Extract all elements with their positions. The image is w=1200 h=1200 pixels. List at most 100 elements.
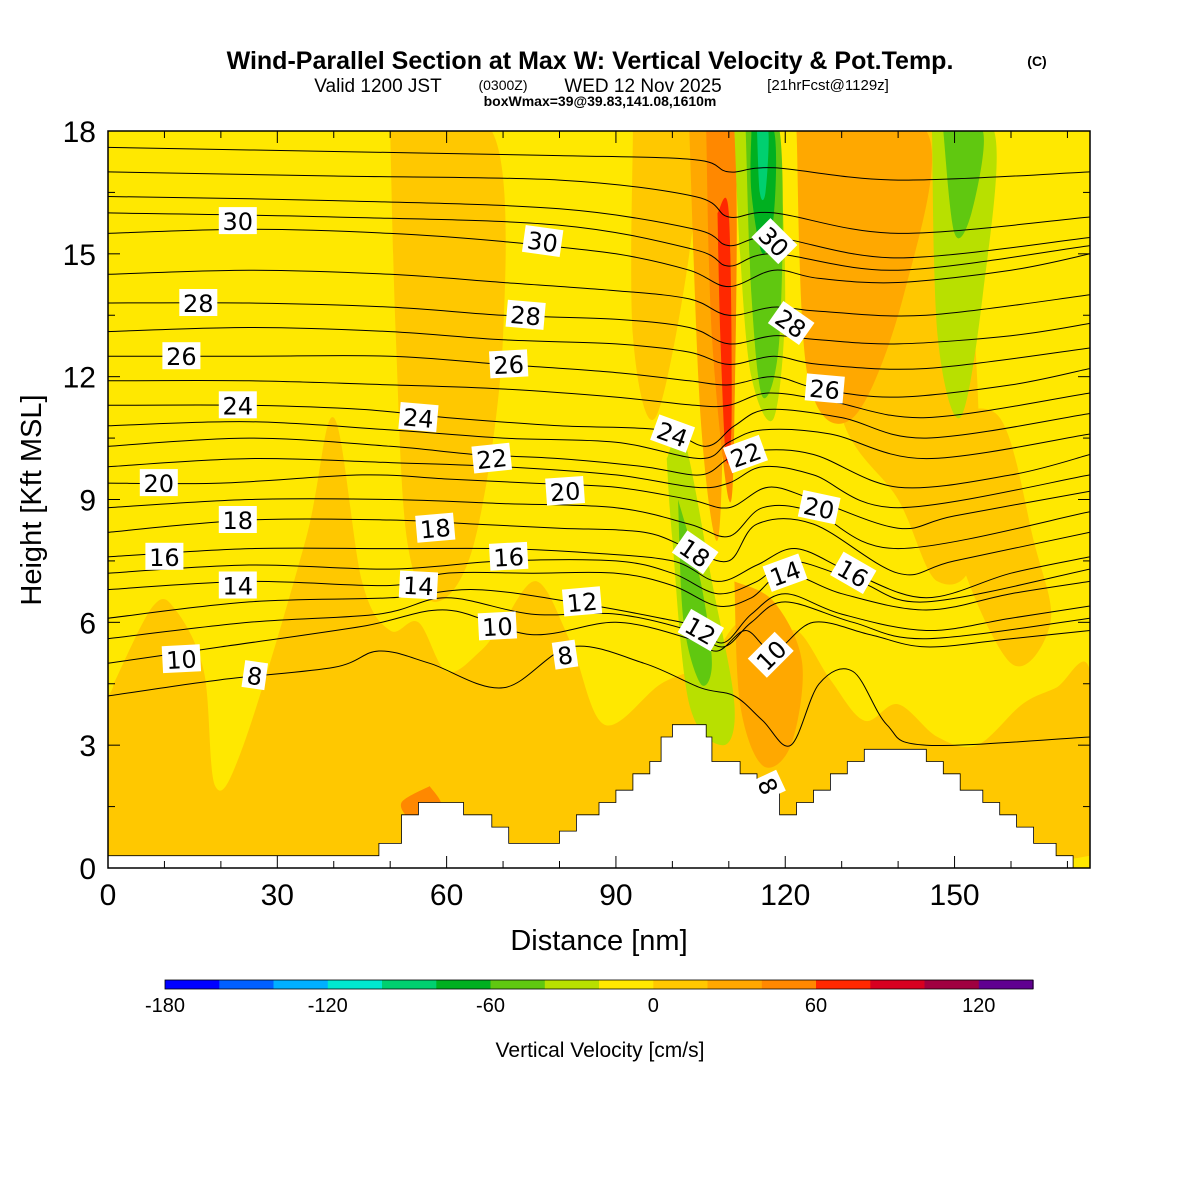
theta-contour-22 bbox=[108, 437, 1090, 489]
x-tick-label: 30 bbox=[261, 879, 294, 912]
svg-text:26: 26 bbox=[493, 351, 525, 381]
colorbar-tick-label: 60 bbox=[805, 995, 827, 1017]
colorbar-label: Vertical Velocity [cm/s] bbox=[496, 1039, 705, 1062]
contour-label-24-1: 24 bbox=[398, 401, 439, 434]
svg-text:14: 14 bbox=[402, 572, 434, 602]
title-block: Wind-Parallel Section at Max W: Vertical… bbox=[227, 47, 1047, 109]
colorbar-swatch-10 bbox=[707, 980, 763, 989]
colorbar-swatch-8 bbox=[599, 980, 654, 989]
theta-contour-unlabeled-10 bbox=[108, 326, 1090, 370]
contour-label-12-0: 12 bbox=[561, 586, 603, 619]
x-axis: 0 30 60 90 120 150 bbox=[100, 131, 1068, 912]
svg-text:26: 26 bbox=[808, 375, 841, 406]
colorbar-tick-label: -60 bbox=[476, 995, 505, 1017]
colorbar-swatch-14 bbox=[924, 980, 980, 989]
colorbar-tick-label: -120 bbox=[308, 995, 348, 1017]
contour-label-26-2: 26 bbox=[804, 373, 845, 406]
contour-label-28-1: 28 bbox=[505, 299, 546, 332]
colorbar-tick-label: -180 bbox=[145, 995, 185, 1017]
theta-contour-16 bbox=[108, 547, 1090, 599]
theta-contour-26 bbox=[108, 355, 1090, 398]
contour-label-16-1: 16 bbox=[488, 541, 529, 573]
svg-text:28: 28 bbox=[509, 301, 542, 332]
theta-contour-14 bbox=[108, 571, 1090, 611]
colorbar-swatch-12 bbox=[816, 980, 871, 989]
velocity-region-13 bbox=[932, 131, 997, 419]
velocity-region-2 bbox=[631, 131, 700, 420]
x-tick-label: 120 bbox=[760, 879, 810, 912]
valid-time-line: Valid 1200 JST (0300Z) WED 12 Nov 2025 [… bbox=[314, 76, 889, 97]
theta-contour-20 bbox=[108, 474, 1090, 530]
colorbar-frame bbox=[164, 979, 1034, 990]
y-tick-label: 6 bbox=[79, 607, 96, 640]
contour-label-26-0: 26 bbox=[162, 342, 201, 371]
svg-text:30: 30 bbox=[223, 208, 254, 236]
svg-text:26: 26 bbox=[166, 343, 197, 371]
valid-zulu: (0300Z) bbox=[478, 77, 527, 93]
terrain-profile bbox=[108, 724, 1090, 868]
theta-contour-unlabeled-9 bbox=[108, 379, 1090, 419]
contour-label-18-0: 18 bbox=[218, 506, 257, 535]
y-tick-label: 0 bbox=[79, 853, 96, 886]
theta-contour-28 bbox=[108, 302, 1090, 345]
svg-text:24: 24 bbox=[223, 392, 254, 420]
contour-label-18-1: 18 bbox=[415, 512, 456, 545]
svg-text:30: 30 bbox=[525, 227, 559, 259]
contour-label-30-1: 30 bbox=[521, 224, 564, 259]
svg-text:8: 8 bbox=[245, 662, 264, 692]
svg-text:14: 14 bbox=[223, 573, 254, 601]
colorbar-swatch-4 bbox=[382, 980, 437, 989]
contour-label-20-1: 20 bbox=[545, 476, 585, 507]
contour-label-28-0: 28 bbox=[179, 289, 218, 318]
contour-label-10-1: 10 bbox=[477, 611, 518, 643]
y-tick-label: 12 bbox=[63, 362, 96, 395]
y-tick-label: 3 bbox=[79, 730, 96, 763]
velocity-region-0 bbox=[108, 417, 1090, 868]
svg-text:16: 16 bbox=[493, 543, 525, 573]
svg-text:20: 20 bbox=[801, 492, 837, 526]
svg-text:12: 12 bbox=[566, 588, 599, 619]
valid-prefix: Valid 1200 JST bbox=[314, 76, 442, 97]
colorbar-swatch-2 bbox=[273, 980, 329, 989]
box-max-info: boxWmax=39@39.83,141.08,1610m bbox=[484, 93, 717, 109]
colorbar-swatch-1 bbox=[219, 980, 275, 989]
svg-text:8: 8 bbox=[556, 641, 575, 671]
colorbar-swatch-7 bbox=[544, 980, 600, 989]
contour-label-14-1: 14 bbox=[398, 570, 439, 602]
colorbar-swatch-15 bbox=[978, 980, 1034, 989]
y-axis-label: Height [Kft MSL] bbox=[16, 394, 48, 605]
colorbar-swatch-11 bbox=[761, 980, 817, 989]
colorbar-swatch-0 bbox=[165, 980, 220, 989]
x-tick-label: 0 bbox=[100, 879, 117, 912]
contour-label-24-0: 24 bbox=[218, 391, 257, 420]
theta-contour-unlabeled-11 bbox=[108, 269, 1090, 317]
contour-label-8-0: 8 bbox=[241, 660, 269, 692]
contour-label-8-1: 8 bbox=[551, 639, 579, 671]
colorbar-tick-label: 0 bbox=[648, 995, 659, 1017]
svg-text:18: 18 bbox=[223, 507, 254, 535]
x-tick-label: 90 bbox=[599, 879, 632, 912]
contour-label-26-1: 26 bbox=[488, 349, 529, 381]
theta-contour-unlabeled-8 bbox=[108, 421, 1090, 460]
x-tick-label: 60 bbox=[430, 879, 463, 912]
svg-text:10: 10 bbox=[481, 613, 513, 643]
valid-date: WED 12 Nov 2025 bbox=[564, 76, 721, 97]
theta-contour-8 bbox=[108, 645, 1090, 747]
velocity-region-6 bbox=[796, 131, 933, 424]
svg-text:18: 18 bbox=[419, 514, 452, 545]
y-tick-label: 9 bbox=[79, 485, 96, 518]
terrain-fill bbox=[108, 724, 1090, 868]
colorbar-tick-label: 120 bbox=[962, 995, 995, 1017]
copyright-mark: (C) bbox=[1027, 53, 1046, 69]
theta-contour-unlabeled-3 bbox=[108, 146, 1090, 181]
chart-title: Wind-Parallel Section at Max W: Vertical… bbox=[227, 47, 954, 75]
theta-contour-unlabeled-4 bbox=[108, 597, 1090, 648]
y-tick-label: 18 bbox=[63, 116, 96, 149]
x-axis-label: Distance [nm] bbox=[510, 925, 687, 957]
svg-text:22: 22 bbox=[475, 444, 508, 475]
theta-contour-unlabeled-1 bbox=[108, 196, 1090, 259]
y-axis: 0 3 6 9 12 15 18 bbox=[63, 116, 1090, 886]
colorbar: -180 -120 -60 0 60 120 bbox=[145, 979, 1034, 1017]
